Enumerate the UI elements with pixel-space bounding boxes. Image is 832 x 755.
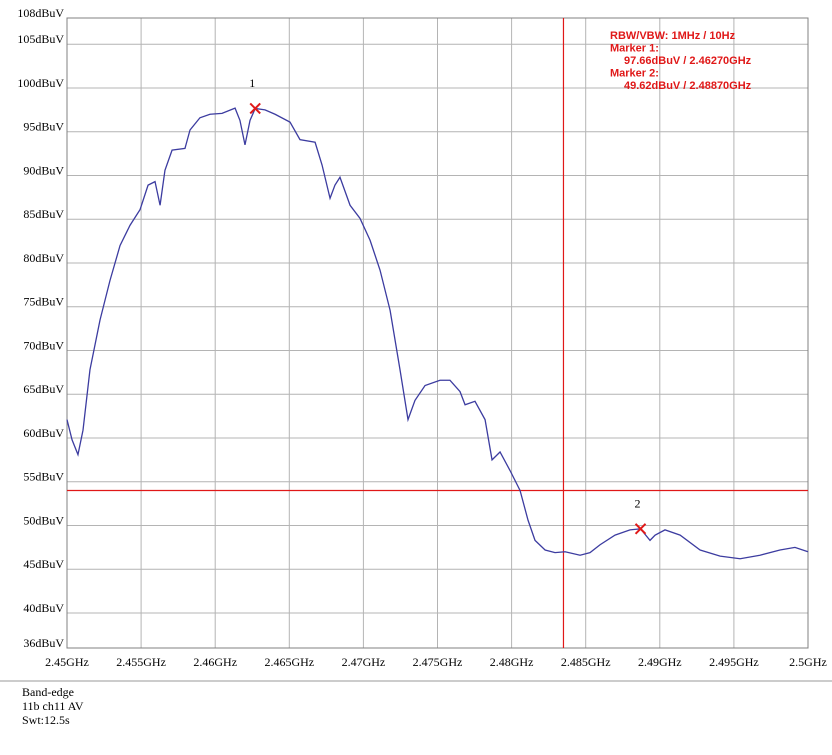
y-tick-label: 75dBuV [23, 295, 64, 309]
y-tick-label: 65dBuV [23, 382, 64, 396]
annotation: RBW/VBW: 1MHz / 10Hz [610, 30, 736, 42]
x-tick-label: 2.45GHz [45, 655, 89, 669]
x-tick-label: 2.5GHz [789, 655, 827, 669]
x-tick-label: 2.455GHz [116, 655, 166, 669]
y-tick-label: 55dBuV [23, 470, 64, 484]
x-tick-label: 2.465GHz [264, 655, 314, 669]
note: Swt:12.5s [22, 713, 70, 727]
y-tick-label: 36dBuV [23, 636, 64, 650]
y-tick-label: 90dBuV [23, 163, 64, 177]
y-tick-label: 105dBuV [17, 32, 64, 46]
annotation: 97.66dBuV / 2.46270GHz [624, 55, 752, 67]
y-tick-label: 40dBuV [23, 601, 64, 615]
annotation: Marker 2: [610, 67, 659, 79]
y-tick-label: 45dBuV [23, 557, 64, 571]
trace-line [66, 107, 809, 560]
marker-label: 1 [249, 76, 255, 90]
annotation: Marker 1: [610, 42, 659, 54]
marker-cross [249, 102, 261, 115]
y-tick-label: 50dBuV [23, 513, 64, 527]
y-tick-label: 85dBuV [23, 207, 64, 221]
x-tick-label: 2.48GHz [490, 655, 534, 669]
y-tick-label: 95dBuV [23, 120, 64, 134]
x-tick-label: 2.475GHz [413, 655, 463, 669]
y-tick-label: 100dBuV [17, 76, 64, 90]
y-tick-label: 60dBuV [23, 426, 64, 440]
y-tick-label: 108dBuV [17, 6, 64, 20]
x-tick-label: 2.49GHz [638, 655, 682, 669]
x-tick-label: 2.485GHz [561, 655, 611, 669]
y-tick-label: 80dBuV [23, 251, 64, 265]
annotation: 49.62dBuV / 2.48870GHz [624, 80, 752, 92]
marker-label: 2 [635, 497, 641, 511]
marker-cross [634, 523, 647, 535]
x-tick-label: 2.47GHz [342, 655, 386, 669]
note: Band-edge [22, 685, 74, 699]
x-tick-label: 2.495GHz [709, 655, 759, 669]
x-tick-label: 2.46GHz [193, 655, 237, 669]
note: 11b ch11 AV [22, 699, 84, 713]
y-tick-label: 70dBuV [23, 338, 64, 352]
plot-frame [66, 17, 809, 649]
